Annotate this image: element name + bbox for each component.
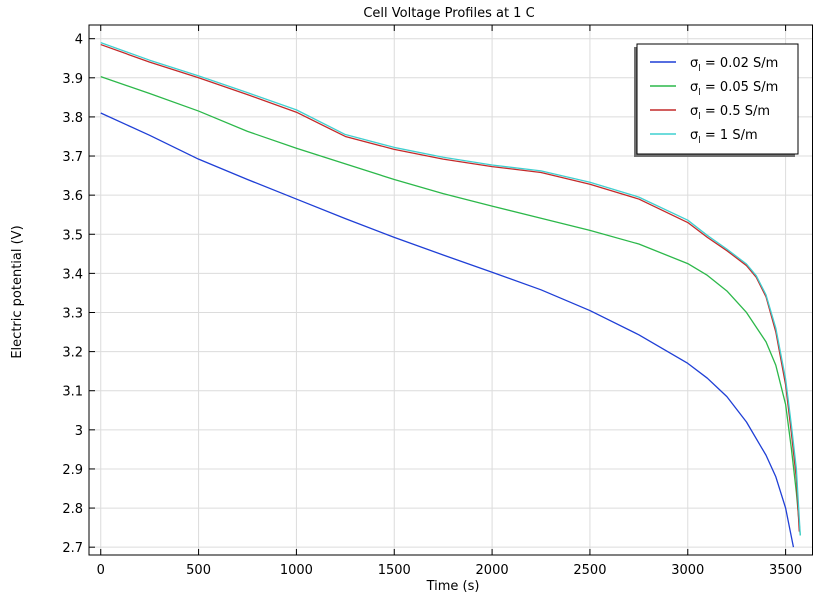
series-line-1 <box>100 112 795 548</box>
y-axis-ticks: 2.7 2.8 2.9 3 3.1 3.2 3.3 3.4 3.5 3.6 3.7 3.8 3.9 4 <box>62 33 95 556</box>
series-line-3 <box>100 43 800 532</box>
y-tick-label: 3.3 <box>62 306 83 321</box>
x-tick-label: 0 <box>97 563 105 578</box>
y-tick-label: 2.8 <box>62 502 83 517</box>
y-tick-label: 3.5 <box>62 228 83 243</box>
x-axis-ticks: 0 500 1000 1500 2000 2500 3000 3500 <box>97 25 802 578</box>
legend-entry-2: σl = 0.05 S/m <box>690 80 778 98</box>
x-tick-label: 500 <box>186 563 211 578</box>
series-line-2 <box>100 76 801 536</box>
x-tick-label: 1500 <box>378 563 411 578</box>
y-tick-label: 3.2 <box>62 346 83 361</box>
x-tick-label: 1000 <box>280 563 313 578</box>
series-layer <box>100 41 801 548</box>
legend-entry-1: σl = 0.02 S/m <box>690 56 778 74</box>
x-tick-label: 2000 <box>476 563 509 578</box>
x-axis-label: Time (s) <box>426 579 480 594</box>
series-line-4 <box>100 41 801 536</box>
y-axis-label: Electric potential (V) <box>10 225 25 358</box>
y-tick-label: 3.7 <box>62 150 83 165</box>
legend-entry-4: σl = 1 S/m <box>690 128 758 146</box>
y-tick-label: 3.6 <box>62 189 83 204</box>
x-tick-label: 2500 <box>573 563 606 578</box>
y-tick-label: 3.1 <box>62 385 83 400</box>
y-tick-label: 3 <box>75 424 83 439</box>
legend: σl = 0.02 S/m σl = 0.05 S/m σl = 0.5 S/m σl… <box>634 43 799 157</box>
y-tick-label: 3.4 <box>62 267 83 282</box>
x-tick-label: 3000 <box>671 563 704 578</box>
x-tick-label: 3500 <box>769 563 802 578</box>
y-tick-label: 3.8 <box>62 111 83 126</box>
legend-entry-3: σl = 0.5 S/m <box>690 104 770 122</box>
chart-title: Cell Voltage Profiles at 1 C <box>363 6 534 21</box>
y-tick-label: 4 <box>75 33 83 48</box>
y-tick-label: 3.9 <box>62 72 83 87</box>
y-tick-label: 2.7 <box>62 541 83 556</box>
y-tick-label: 2.9 <box>62 463 83 478</box>
